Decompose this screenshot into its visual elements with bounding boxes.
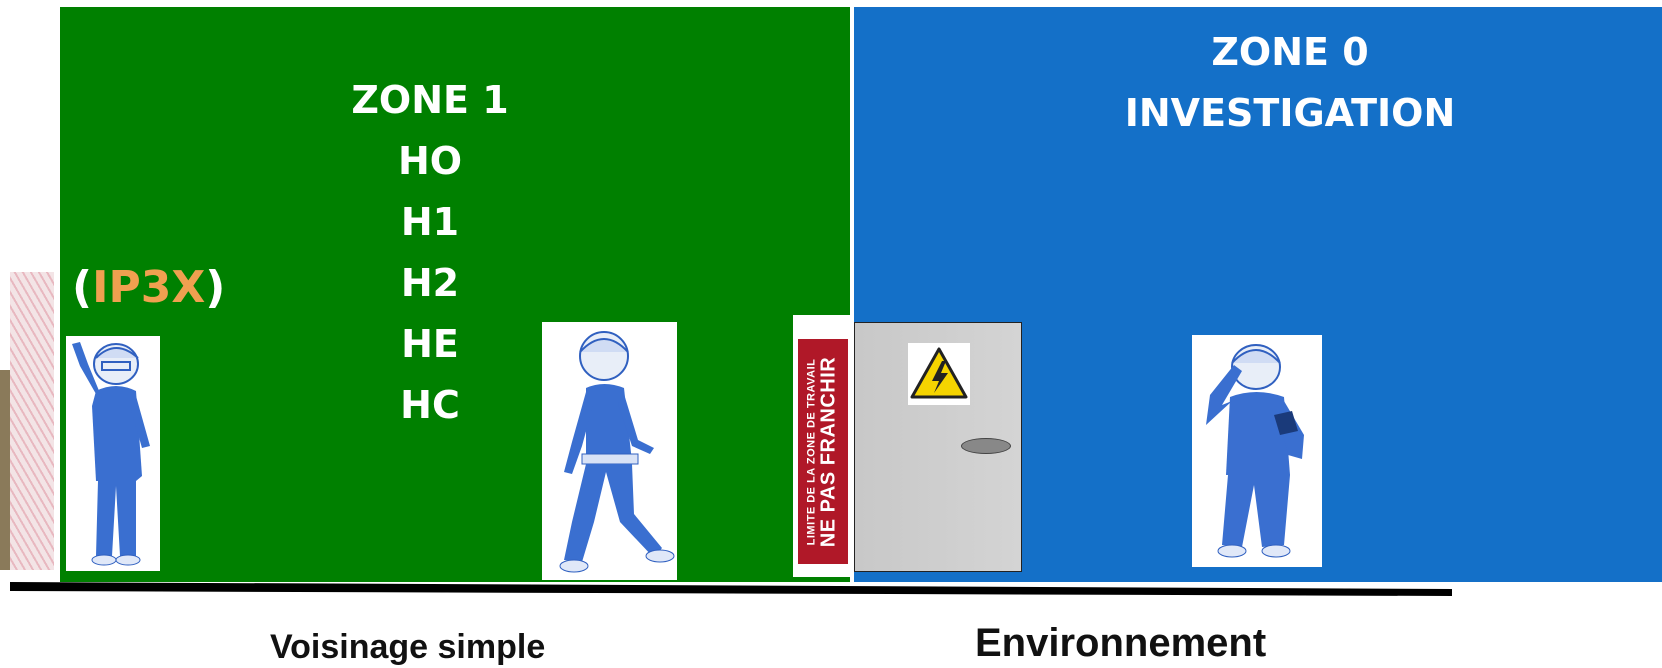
zone-1-title: ZONE 1 [351, 78, 509, 122]
zone-0-labels: ZONE 0 INVESTIGATION [1090, 22, 1490, 144]
zone-1-level-he: HE [401, 322, 459, 366]
door-handle-icon [961, 438, 1011, 454]
caption-voisinage-simple: Voisinage simple [270, 628, 546, 666]
ip-code: IP3X [92, 262, 206, 313]
caption-environnement: Environnement [975, 621, 1267, 665]
zone-0-subtitle: INVESTIGATION [1124, 91, 1456, 135]
background-photo-fragment [0, 370, 10, 570]
zone-1-level-h1: H1 [400, 200, 460, 244]
zone-0-title: ZONE 0 [1211, 30, 1369, 74]
zone-1-level-ho: HO [397, 139, 463, 183]
sign-line-small: LIMITE DE LA ZONE DE TRAVAIL [805, 358, 818, 545]
worker-waving-icon [66, 336, 160, 571]
high-voltage-warning-icon [908, 343, 970, 405]
worker-walking-icon [542, 322, 677, 580]
zone-1-level-h2: H2 [400, 261, 460, 305]
ip-open-paren: ( [72, 262, 93, 313]
ip-close-paren: ) [205, 262, 226, 313]
hatched-barrier-icon [10, 272, 54, 570]
ground-line [10, 582, 1452, 596]
ip-rating-label: (IP3X) [72, 262, 225, 313]
zone-1-area [60, 7, 850, 582]
sign-line-big: NE PAS FRANCHIR [817, 356, 840, 547]
worker-saluting-icon [1192, 335, 1322, 567]
zone-1-labels: ZONE 1 HO H1 H2 HE HC [330, 70, 530, 436]
work-zone-limit-sign: LIMITE DE LA ZONE DE TRAVAIL NE PAS FRAN… [793, 315, 853, 577]
zone-1-level-hc: HC [400, 383, 460, 427]
